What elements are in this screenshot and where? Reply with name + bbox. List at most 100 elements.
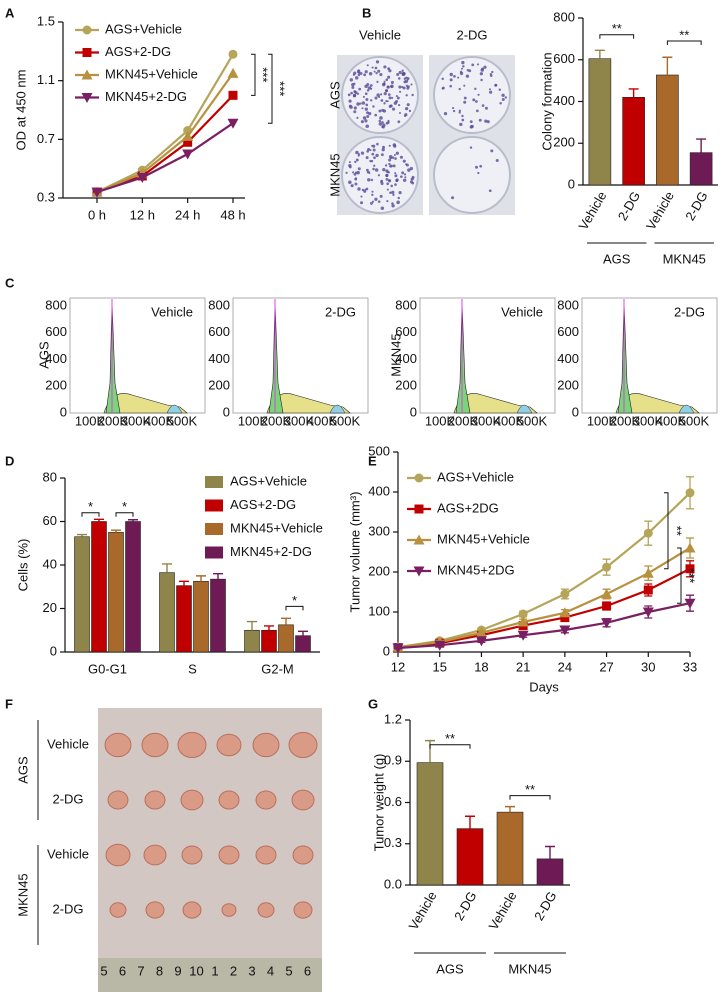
bracket: [81, 512, 100, 517]
colony: [370, 178, 374, 182]
error-bar: [196, 575, 206, 582]
x-tick-label: 15: [432, 659, 446, 674]
tumor: [288, 731, 318, 759]
tumor: [218, 845, 240, 865]
bar: [261, 629, 277, 653]
ruler: [98, 958, 322, 992]
marker: [601, 588, 613, 599]
colony: [383, 102, 386, 105]
flow-y-tick: 0: [572, 404, 579, 419]
colony: [371, 190, 374, 193]
colony: [379, 194, 383, 198]
bar: [536, 858, 564, 886]
flow-x-tick: 200K: [610, 413, 641, 428]
colony: [387, 121, 390, 124]
colony: [371, 152, 375, 156]
marker: [413, 534, 425, 545]
ruler-label: 5: [100, 963, 107, 978]
marker: [392, 643, 404, 654]
g2-peak: [678, 404, 695, 414]
plot-frame: [232, 297, 369, 414]
y-tick-label: 40: [43, 556, 57, 571]
plot-label: 2-DG: [325, 304, 356, 319]
y-tick-label: 200: [553, 135, 575, 150]
colony: [388, 69, 392, 73]
error-bar: [179, 580, 189, 586]
colony: [379, 72, 383, 77]
y-tick-label: 20: [43, 600, 57, 615]
colony: [461, 60, 465, 65]
row-label: MKN45: [327, 153, 342, 196]
bar: [210, 578, 226, 653]
colony: [401, 171, 405, 175]
colony: [382, 168, 386, 172]
flow-y-tick: 400: [45, 351, 67, 366]
colony: [361, 107, 364, 110]
legend-label: AGS+2DG: [437, 500, 499, 515]
colony: [504, 96, 507, 99]
x-tick-label: G2-M: [261, 661, 294, 676]
error-bar: [111, 529, 121, 533]
colony: [354, 182, 358, 186]
colony: [484, 119, 488, 123]
colony: [373, 70, 376, 73]
y-tick-label: 400: [368, 483, 390, 498]
colony: [397, 196, 400, 200]
colony: [354, 160, 357, 164]
colony: [490, 149, 494, 153]
marker: [602, 562, 612, 572]
colony: [462, 65, 465, 68]
annotation: *: [292, 593, 297, 608]
tumor: [255, 790, 277, 810]
colony: [372, 167, 375, 171]
colony: [385, 78, 389, 82]
colony: [396, 72, 400, 76]
colony: [474, 87, 477, 91]
ruler-label: 9: [174, 963, 181, 978]
error-bar: [425, 739, 435, 763]
y-tick-label: 0.3: [384, 835, 402, 850]
colony: [398, 85, 402, 89]
marker: [518, 609, 528, 619]
colony: [452, 109, 456, 113]
row-label: AGS: [36, 341, 51, 369]
bar: [496, 811, 524, 886]
bar: [91, 521, 107, 653]
legend-label: AGS+2-DG: [105, 44, 171, 59]
flow-x-tick: 500K: [517, 413, 548, 428]
y-tick-label: 0: [568, 176, 575, 191]
flow-y-tick: 800: [557, 297, 579, 312]
colony: [364, 107, 368, 111]
colony: [488, 189, 492, 193]
annotation: **: [612, 21, 622, 36]
group-label: AGS: [436, 961, 464, 976]
series-line: [397, 567, 691, 649]
flow-y-tick: 400: [395, 351, 417, 366]
colony: [468, 69, 472, 73]
bar: [622, 97, 645, 186]
colony: [393, 101, 398, 105]
group-label: MKN45: [663, 251, 706, 266]
error-bar: [162, 563, 172, 573]
flow-y-tick: 0: [410, 404, 417, 419]
marker: [228, 49, 238, 59]
colony: [356, 102, 360, 106]
colony: [404, 113, 408, 117]
y-tick-label: 600: [553, 51, 575, 66]
marker: [517, 616, 529, 627]
colony: [441, 87, 444, 90]
marker: [685, 564, 695, 574]
x-tick-label: 24: [558, 659, 572, 674]
colony: [360, 151, 365, 155]
ruler-label: 8: [156, 963, 163, 978]
bar: [74, 536, 90, 653]
colony: [401, 69, 404, 72]
x-tick-label: Vehicle: [575, 189, 609, 233]
colony: [367, 178, 371, 182]
colony: [387, 75, 391, 79]
colony: [397, 77, 401, 80]
colony: [399, 155, 403, 159]
plot-label: Vehicle: [151, 304, 193, 319]
colony: [398, 104, 401, 107]
